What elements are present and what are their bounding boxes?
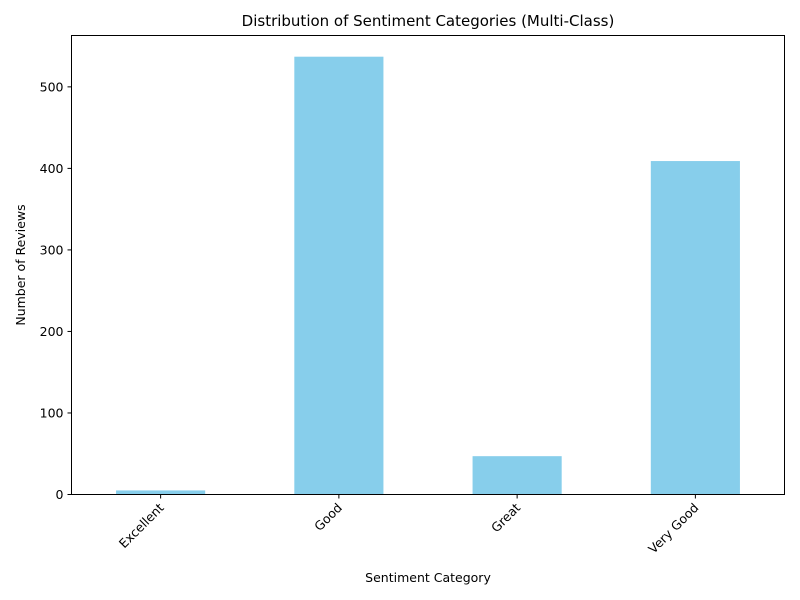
bar-great <box>472 456 562 495</box>
x-tick-label: Excellent <box>116 500 167 551</box>
x-tick-label: Great <box>488 500 523 535</box>
y-tick-label: 500 <box>40 79 64 94</box>
bar-very-good <box>650 161 740 495</box>
y-tick-label: 100 <box>40 405 64 420</box>
y-tick-label: 300 <box>40 242 64 257</box>
y-tick-label: 400 <box>40 161 64 176</box>
x-tick-label: Very Good <box>645 500 701 556</box>
y-axis-label: Number of Reviews <box>13 204 28 325</box>
bar-excellent <box>116 490 206 495</box>
x-axis: Excellent Good Great Very Good <box>116 494 701 556</box>
x-tick-label: Good <box>311 500 345 534</box>
y-tick-label: 0 <box>56 487 64 502</box>
x-axis-label: Sentiment Category <box>365 570 491 585</box>
plot-frame <box>71 35 785 495</box>
bars-group <box>116 56 740 495</box>
y-axis: 0 100 200 300 400 500 <box>40 79 72 502</box>
bar-good <box>294 56 384 495</box>
y-tick-label: 200 <box>40 324 64 339</box>
chart-title: Distribution of Sentiment Categories (Mu… <box>242 12 615 30</box>
